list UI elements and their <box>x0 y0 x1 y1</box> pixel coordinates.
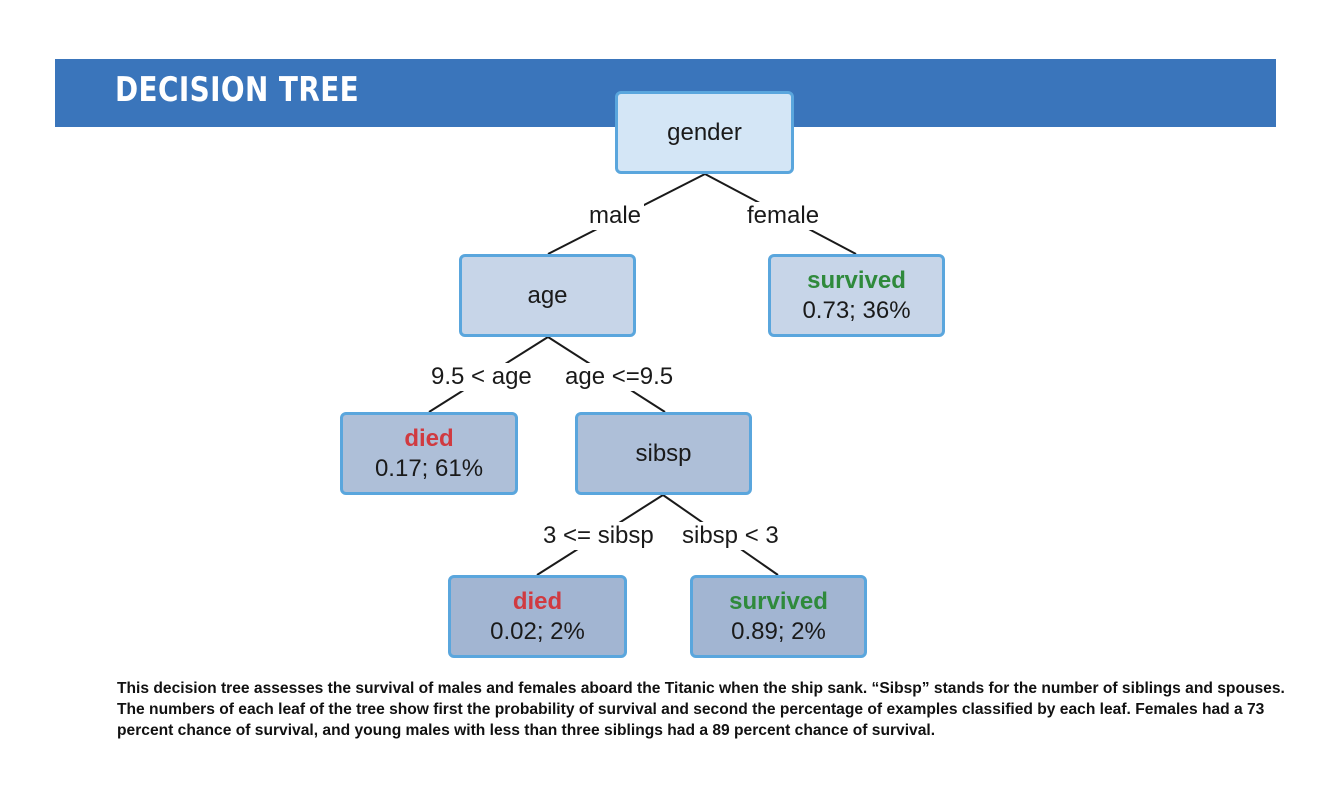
outcome-label: survived <box>807 266 906 294</box>
leaf-female-survived: survived 0.73; 36% <box>768 254 945 337</box>
node-age-label: age <box>527 281 568 309</box>
figure-caption: This decision tree assesses the survival… <box>117 680 1285 739</box>
leaf-few-sibs-survived: survived 0.89; 2% <box>690 575 867 658</box>
outcome-label: survived <box>729 587 828 615</box>
leaf-older-died: died 0.17; 61% <box>340 412 518 495</box>
leaf-many-sibs-died: died 0.02; 2% <box>448 575 627 658</box>
page-title: DECISION TREE <box>115 70 360 110</box>
edge-label-age-gt: 9.5 < age <box>428 363 535 391</box>
edge-label-sibsp-lt: sibsp < 3 <box>679 522 782 550</box>
edge-label-female: female <box>744 202 823 230</box>
node-sibsp: sibsp <box>575 412 752 495</box>
leaf-stats: 0.89; 2% <box>731 617 826 645</box>
node-gender-label: gender <box>667 118 742 146</box>
leaf-stats: 0.73; 36% <box>802 296 911 324</box>
outcome-label: died <box>404 424 454 452</box>
edge-label-sibsp-ge: 3 <= sibsp <box>540 522 657 550</box>
node-sibsp-label: sibsp <box>635 439 692 467</box>
node-gender: gender <box>615 91 794 174</box>
outcome-label: died <box>512 587 563 615</box>
leaf-stats: 0.02; 2% <box>490 617 585 645</box>
leaf-stats: 0.17; 61% <box>374 454 484 482</box>
node-age: age <box>459 254 636 337</box>
edge-label-male: male <box>586 202 645 230</box>
edge-label-age-le: age <=9.5 <box>562 363 677 391</box>
